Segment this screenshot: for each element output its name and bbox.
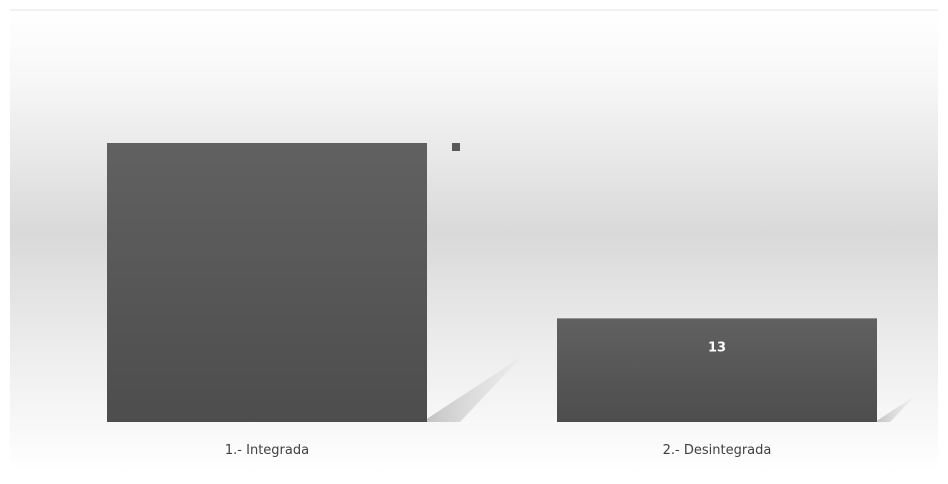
bar-shadows <box>427 357 915 422</box>
data-labels: 13 <box>708 340 726 355</box>
bar-shadow <box>877 396 915 422</box>
x-tick-label: 1.- Integrada <box>225 443 309 458</box>
legend-marker <box>452 143 460 151</box>
bar-series <box>107 143 877 422</box>
bar <box>557 318 877 422</box>
x-tick-label: 2.- Desintegrada <box>663 443 772 458</box>
x-axis-tick-labels: 1.- Integrada 2.- Desintegrada <box>225 443 771 458</box>
data-label: 13 <box>708 340 726 355</box>
bar <box>107 143 427 422</box>
legend <box>452 143 460 151</box>
bar-shadow <box>427 357 522 422</box>
